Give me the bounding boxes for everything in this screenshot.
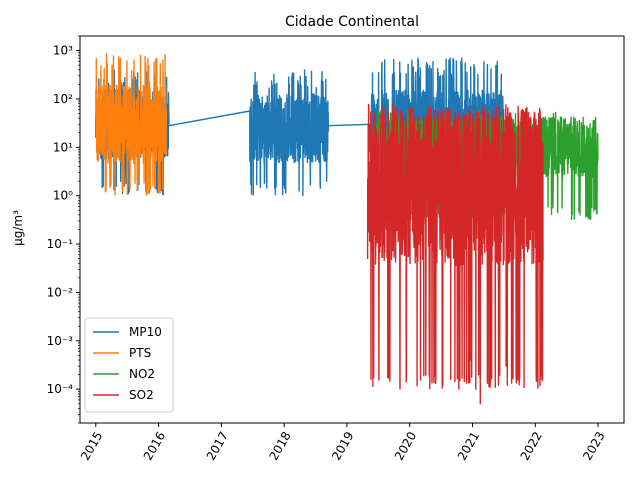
x-tick-label: 2016 — [141, 429, 168, 462]
y-tick-label: 10⁻² — [47, 285, 74, 299]
y-tick-label: 10⁻³ — [47, 334, 74, 348]
x-tick-label: 2021 — [455, 429, 482, 462]
y-tick-label: 10⁻⁴ — [47, 382, 74, 396]
legend: MP10 PTS NO2 SO2 — [84, 317, 174, 413]
y-tick-label: 10⁻¹ — [47, 237, 74, 251]
x-tick-label: 2017 — [204, 429, 231, 462]
y-tick-label: 10³ — [53, 44, 73, 58]
chart-title: Cidade Continental — [285, 14, 419, 30]
x-tick-label: 2023 — [580, 429, 607, 462]
y-tick-label: 10² — [53, 92, 73, 106]
y-tick-label: 10¹ — [53, 140, 73, 154]
x-tick-label: 2022 — [518, 429, 545, 462]
legend-label: SO2 — [129, 388, 154, 402]
legend-label: MP10 — [129, 325, 162, 339]
series-line-so2 — [366, 103, 544, 405]
y-tick-label: 10⁰ — [53, 189, 73, 203]
legend-box — [84, 317, 174, 413]
x-tick-label: 2019 — [329, 429, 356, 462]
series-line-pts — [95, 53, 167, 196]
legend-label: PTS — [129, 346, 151, 360]
plot-area — [95, 53, 599, 405]
x-tick-label: 2015 — [78, 429, 105, 462]
legend-label: NO2 — [129, 367, 155, 381]
x-tick-label: 2018 — [266, 429, 293, 462]
y-axis-label: µg/m³ — [11, 210, 25, 246]
x-tick-label: 2020 — [392, 429, 419, 462]
